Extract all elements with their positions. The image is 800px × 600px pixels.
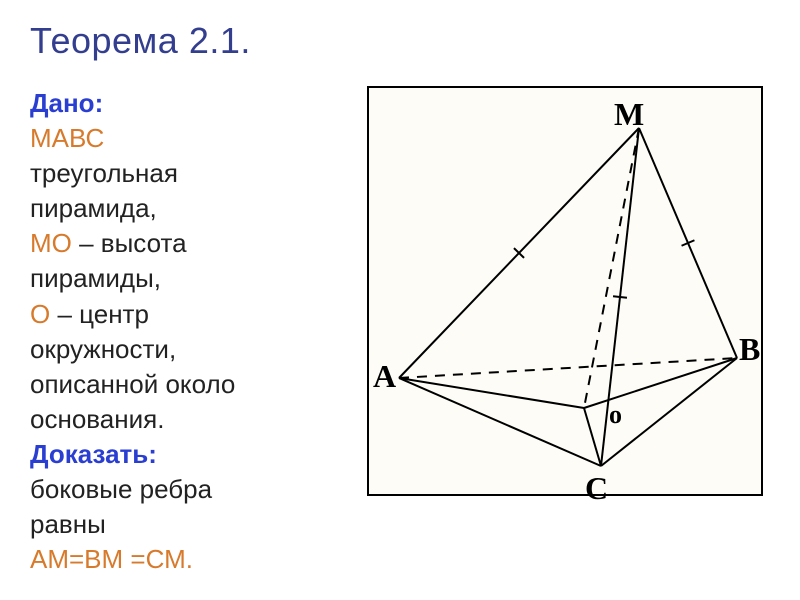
l4b-span: – высота xyxy=(72,228,187,258)
given-line-3: пирамида, xyxy=(30,191,330,226)
given-line-8: описанной около xyxy=(30,367,330,402)
given-line-1: МАВС xyxy=(30,121,330,156)
prove-line-1: боковые ребра xyxy=(30,472,330,507)
prove-label: Доказать: xyxy=(30,437,330,472)
l6b-span: – центр xyxy=(50,299,149,329)
given-label: Дано: xyxy=(30,86,330,121)
pyramid-svg xyxy=(369,88,765,498)
prove-line-2: равны xyxy=(30,507,330,542)
given-line-7: окружности, xyxy=(30,332,330,367)
given-line-5: пирамиды, xyxy=(30,261,330,296)
vertex-label-B: B xyxy=(739,331,760,368)
vertex-label-C: C xyxy=(585,470,608,507)
text-column: Дано: МАВС треугольная пирамида, МО – вы… xyxy=(30,86,330,577)
given-line-6: О – центр xyxy=(30,297,330,332)
o-span: О xyxy=(30,299,50,329)
theorem-title: Теорема 2.1. xyxy=(30,20,770,62)
vertex-label-A: A xyxy=(373,358,396,395)
mo-span: МО xyxy=(30,228,72,258)
prove-line-3: АМ=ВМ =СМ. xyxy=(30,542,330,577)
pyramid-figure: M A B C o xyxy=(367,86,763,496)
vertex-label-M: M xyxy=(614,96,644,133)
figure-column: M A B C o xyxy=(360,86,770,577)
content-row: Дано: МАВС треугольная пирамида, МО – вы… xyxy=(30,86,770,577)
given-line-4: МО – высота xyxy=(30,226,330,261)
given-line-9: основания. xyxy=(30,402,330,437)
vertex-label-O: o xyxy=(609,400,622,430)
given-line-2: треугольная xyxy=(30,156,330,191)
